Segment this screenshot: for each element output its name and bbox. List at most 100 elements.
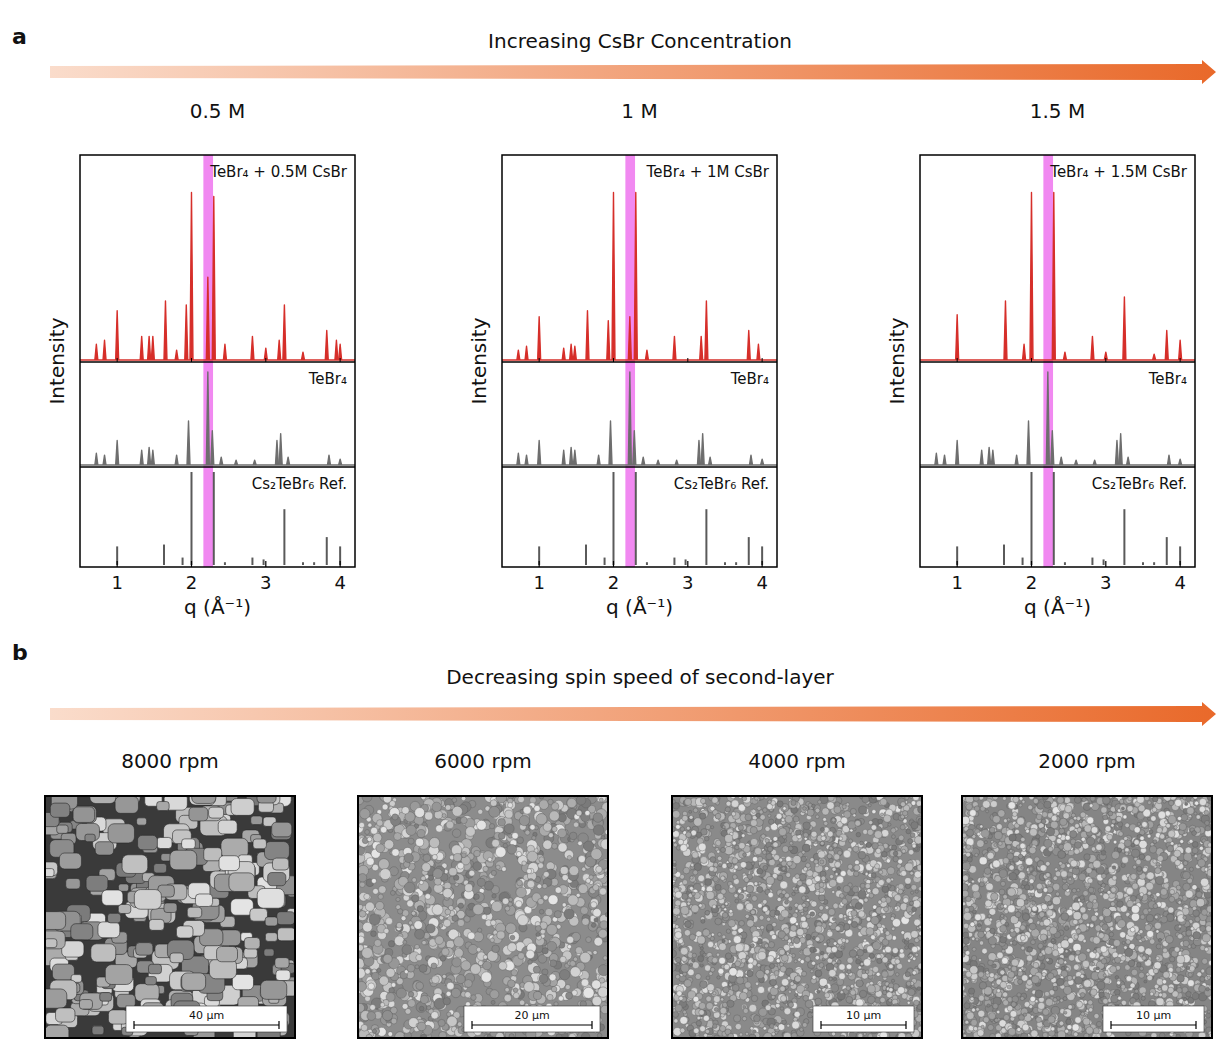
grain bbox=[474, 894, 480, 900]
grain bbox=[538, 863, 544, 869]
grain bbox=[599, 798, 603, 802]
peak bbox=[206, 277, 209, 360]
grain bbox=[452, 798, 457, 803]
grain bbox=[593, 884, 599, 890]
grain bbox=[265, 917, 277, 926]
series-label: Cs₂TeBr₆ Ref. bbox=[252, 475, 347, 493]
grain bbox=[195, 894, 212, 907]
grain bbox=[189, 796, 215, 805]
grain bbox=[583, 841, 593, 851]
series-group bbox=[80, 193, 355, 360]
grain bbox=[555, 887, 561, 893]
grain bbox=[434, 811, 442, 819]
x-tick-minor bbox=[762, 358, 763, 362]
highlight-band bbox=[625, 155, 635, 567]
grain bbox=[446, 821, 454, 829]
grain bbox=[465, 884, 473, 892]
grain bbox=[564, 850, 573, 859]
grain bbox=[593, 813, 603, 823]
peak bbox=[1153, 354, 1156, 360]
grain bbox=[538, 974, 547, 983]
grain bbox=[402, 807, 409, 814]
grain bbox=[491, 1000, 495, 1004]
peak bbox=[628, 372, 631, 465]
grain bbox=[218, 820, 237, 834]
series-group bbox=[920, 193, 1195, 360]
y-axis-title: Intensity bbox=[885, 317, 909, 404]
grain bbox=[452, 829, 460, 837]
peak bbox=[148, 447, 151, 465]
grain bbox=[417, 829, 425, 837]
grain bbox=[490, 990, 499, 999]
grain bbox=[543, 895, 548, 900]
grain bbox=[148, 964, 161, 973]
peak bbox=[151, 336, 154, 360]
grain bbox=[428, 875, 433, 880]
grain bbox=[365, 902, 374, 911]
peak bbox=[573, 346, 576, 360]
grain bbox=[460, 817, 467, 824]
grain bbox=[688, 816, 694, 822]
grain bbox=[402, 1003, 408, 1009]
grain bbox=[464, 980, 472, 988]
grain bbox=[431, 963, 437, 969]
peak bbox=[607, 321, 610, 360]
peak bbox=[1165, 330, 1168, 360]
grain bbox=[548, 895, 558, 905]
x-tick bbox=[117, 561, 118, 567]
grain bbox=[454, 937, 464, 947]
figure: aIncreasing CsBr Concentration0.5 MTeBr₄… bbox=[0, 0, 1220, 1046]
grain bbox=[536, 932, 540, 936]
grain bbox=[425, 812, 433, 820]
grain bbox=[432, 854, 437, 859]
stem bbox=[163, 545, 165, 565]
grain bbox=[593, 909, 601, 917]
stem bbox=[585, 545, 587, 565]
grain bbox=[440, 956, 446, 962]
peak bbox=[562, 348, 565, 360]
peak bbox=[287, 457, 290, 465]
series-label: TeBr₄ + 1.5M CsBr bbox=[1049, 163, 1188, 181]
grain bbox=[365, 830, 370, 835]
peak bbox=[612, 193, 615, 360]
x-tick-label: 2 bbox=[186, 572, 197, 593]
panel-title: 1.5 M bbox=[1030, 99, 1085, 123]
stem bbox=[224, 562, 226, 565]
grain bbox=[170, 953, 183, 963]
x-tick-label: 3 bbox=[1100, 572, 1111, 593]
grain bbox=[594, 918, 598, 922]
grain bbox=[251, 816, 263, 825]
grain bbox=[402, 910, 409, 917]
x-tick bbox=[1031, 561, 1032, 567]
grain bbox=[396, 922, 402, 928]
grain bbox=[90, 796, 116, 804]
grain bbox=[95, 842, 113, 855]
grain bbox=[268, 873, 286, 886]
grain bbox=[378, 886, 386, 894]
grain bbox=[505, 810, 513, 818]
x-axis-title: q (Å⁻¹) bbox=[184, 595, 251, 619]
grain bbox=[470, 964, 480, 974]
panel-letter: b bbox=[12, 640, 28, 665]
grain bbox=[533, 991, 541, 999]
grain bbox=[527, 869, 532, 874]
grain bbox=[601, 1005, 608, 1013]
grain bbox=[564, 909, 574, 919]
grain bbox=[478, 809, 483, 814]
grain bbox=[364, 893, 370, 899]
peak bbox=[525, 455, 528, 465]
series-label: TeBr₄ bbox=[730, 370, 769, 388]
grain bbox=[415, 929, 425, 939]
x-tick bbox=[191, 561, 192, 567]
peak bbox=[609, 421, 612, 465]
peak bbox=[538, 317, 541, 360]
grain bbox=[446, 940, 454, 948]
grain bbox=[539, 857, 544, 862]
peak bbox=[956, 315, 959, 360]
grain bbox=[176, 926, 193, 938]
peak bbox=[709, 457, 712, 465]
separator bbox=[80, 361, 355, 363]
panel-title: 1 M bbox=[621, 99, 657, 123]
grain bbox=[507, 980, 515, 988]
grain bbox=[366, 980, 377, 991]
